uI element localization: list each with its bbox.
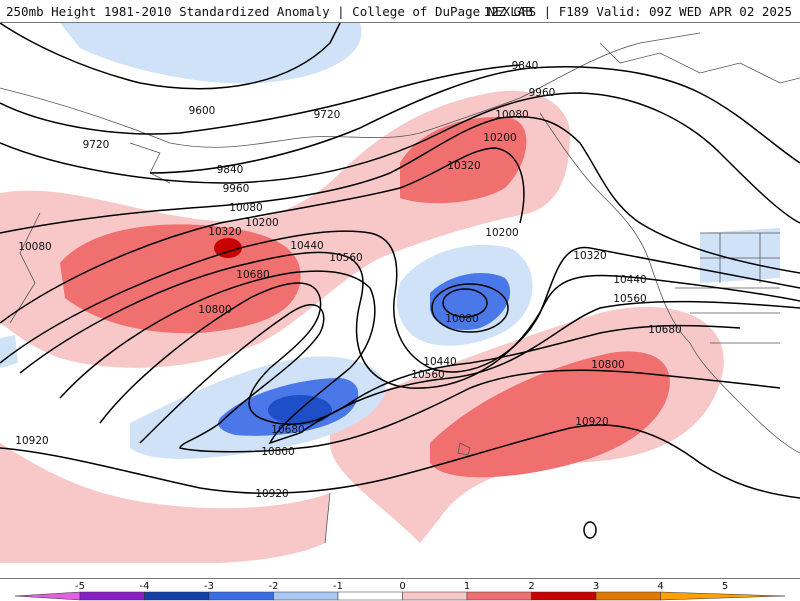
contour-label: 10200 (483, 132, 516, 144)
contour-label: 10080 (18, 241, 51, 253)
legend-tick-label: -1 (333, 581, 343, 592)
anomaly-positive-mid (60, 117, 670, 478)
contour-9720 (0, 64, 521, 135)
contour-label: 10320 (208, 226, 241, 238)
legend-swatch (144, 591, 210, 601)
contour-label: 10680 (236, 269, 269, 281)
contour-label: 10080 (229, 202, 262, 214)
legend-tick-label: -3 (204, 581, 214, 592)
contour-10680 (99, 282, 741, 426)
contour-10200 (0, 147, 525, 324)
legend-tick-label: 5 (722, 581, 728, 592)
contour-10800 (139, 304, 781, 453)
contour-label: 10440 (290, 240, 323, 252)
contour-label: 9720 (314, 109, 341, 121)
contour-label: 9720 (83, 139, 110, 151)
legend-swatch (208, 591, 274, 601)
contour-9840 (149, 66, 800, 174)
contour-10320 (0, 230, 800, 373)
legend-tick-label: 4 (657, 581, 663, 592)
legend-arrow-left (14, 591, 81, 601)
contour-labels: 9840 9960 9600 9720 10080 10200 9720 984… (15, 60, 681, 500)
header-run-info: 12Z GFS | F189 Valid: 09Z WED APR 02 202… (483, 4, 792, 19)
contour-label: 10560 (613, 293, 646, 305)
contour-label: 10560 (411, 369, 444, 381)
legend-tick-label: -5 (75, 581, 85, 592)
legend-tick-label: -2 (269, 581, 279, 592)
contour-label: 10800 (261, 446, 294, 458)
height-contours (0, 23, 800, 539)
contour-label: 10080 (445, 313, 478, 325)
contour-label: 9960 (223, 183, 250, 195)
contour-label: 10800 (591, 359, 624, 371)
contour-label: 10800 (198, 304, 231, 316)
legend-swatch (466, 591, 532, 601)
contour-label: 10680 (271, 424, 304, 436)
contour-label: 9840 (512, 60, 539, 72)
contour-label: 10200 (245, 217, 278, 229)
map-header: 250mb Height 1981-2010 Standardized Anom… (0, 0, 800, 23)
legend-swatch (337, 591, 403, 601)
header-title: 250mb Height 1981-2010 Standardized Anom… (6, 4, 533, 19)
contour-10920 (0, 424, 800, 499)
legend-tick-label: -4 (140, 581, 150, 592)
contour-10080 (0, 116, 800, 274)
legend-arrow-right (660, 591, 786, 601)
anomaly-map: 9840 9960 9600 9720 10080 10200 9720 984… (0, 23, 800, 578)
contour-10440 (19, 251, 800, 389)
contour-label: 10320 (573, 250, 606, 262)
legend-tick-label: 0 (399, 581, 405, 592)
legend-swatch (402, 591, 468, 601)
contour-label: 10320 (447, 160, 480, 172)
contour-9960 (0, 92, 800, 224)
contour-label: 10920 (255, 488, 288, 500)
legend-tick-label: 1 (464, 581, 470, 592)
contour-closed-low-inner (442, 288, 488, 318)
contour-closed-low (431, 283, 509, 333)
legend-swatch (595, 591, 661, 601)
contour-label: 10080 (495, 109, 528, 121)
anomaly-positive-dark (214, 238, 242, 258)
contour-label: 9960 (529, 87, 556, 99)
contour-small-closed (583, 521, 597, 539)
contour-label: 10440 (423, 356, 456, 368)
contour-label: 9840 (217, 164, 244, 176)
legend-tick-label: 3 (593, 581, 599, 592)
contour-label: 10920 (15, 435, 48, 447)
contour-10560 (59, 270, 800, 445)
legend-swatch (531, 591, 597, 601)
legend-ticks: -5 -4 -3 -2 -1 0 1 2 3 4 5 (75, 581, 728, 592)
contour-label: 10680 (648, 324, 681, 336)
contour-label: 10200 (485, 227, 518, 239)
contour-label: 10560 (329, 252, 362, 264)
contour-label: 9600 (189, 105, 216, 117)
legend-color-bar (14, 591, 786, 601)
legend-tick-label: 2 (528, 581, 534, 592)
color-legend: -5 -4 -3 -2 -1 0 1 2 3 4 5 (0, 578, 800, 601)
legend-swatch (273, 591, 339, 601)
contour-label: 10440 (613, 274, 646, 286)
legend-swatch (79, 591, 145, 601)
contour-label: 10920 (575, 416, 608, 428)
coastlines (0, 32, 800, 544)
contour-9600 (0, 23, 341, 90)
